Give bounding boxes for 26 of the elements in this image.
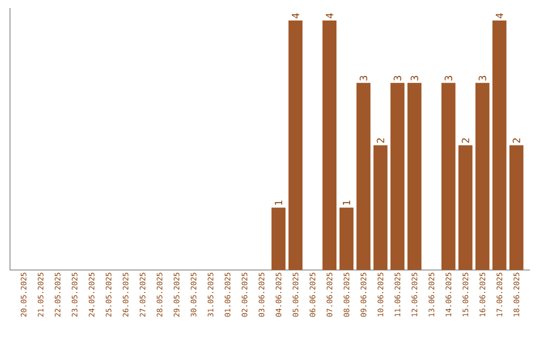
bar <box>407 82 422 270</box>
bar <box>475 82 490 270</box>
data-label: 1 <box>342 200 350 205</box>
bar <box>339 208 354 270</box>
bar <box>373 145 388 270</box>
data-label: 2 <box>462 138 470 143</box>
data-label: 2 <box>376 138 384 143</box>
data-label: 3 <box>410 76 418 80</box>
data-label: 3 <box>478 76 486 80</box>
bar <box>322 20 336 270</box>
bar <box>272 208 286 270</box>
bar <box>288 20 302 270</box>
data-label: 3 <box>394 76 402 80</box>
data-label: 3 <box>360 76 368 80</box>
data-label: 2 <box>512 138 520 143</box>
bar <box>390 82 404 270</box>
data-label: 4 <box>326 13 334 18</box>
data-label: 3 <box>444 76 452 80</box>
bar <box>509 145 524 270</box>
bar <box>492 20 506 270</box>
bar <box>356 82 370 270</box>
bar <box>458 145 472 270</box>
bar <box>441 82 456 270</box>
data-label: 4 <box>292 13 300 18</box>
data-label: 1 <box>274 200 282 205</box>
data-label: 4 <box>496 13 504 18</box>
